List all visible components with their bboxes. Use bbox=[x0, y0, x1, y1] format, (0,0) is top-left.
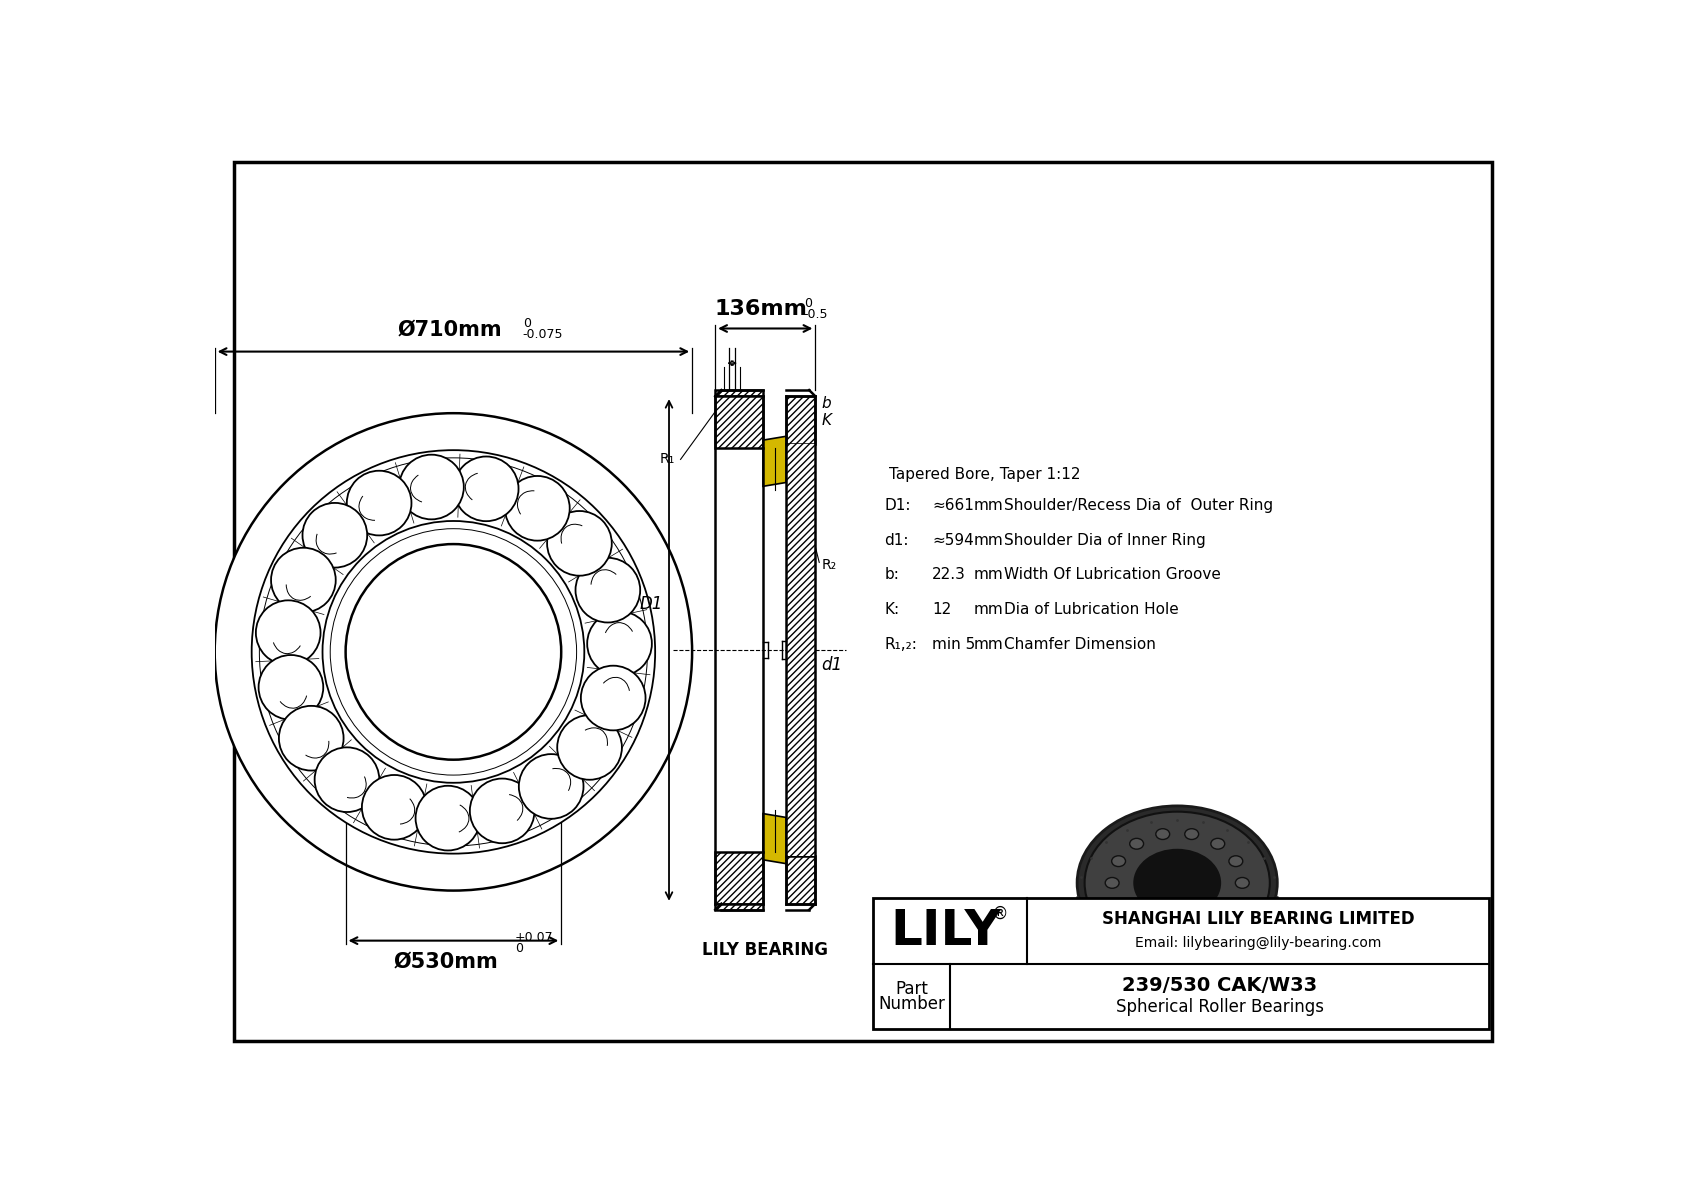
Bar bbox=[786, 856, 815, 904]
Text: 12: 12 bbox=[933, 601, 951, 617]
Text: Dia of Lubrication Hole: Dia of Lubrication Hole bbox=[1004, 601, 1179, 617]
Ellipse shape bbox=[1105, 878, 1120, 888]
Text: 239/530 CAK/W33: 239/530 CAK/W33 bbox=[1122, 977, 1317, 996]
Circle shape bbox=[315, 747, 379, 812]
Text: D1:: D1: bbox=[884, 498, 911, 513]
Text: R₁: R₁ bbox=[660, 453, 675, 467]
Ellipse shape bbox=[1111, 899, 1125, 910]
Text: d1:: d1: bbox=[884, 532, 909, 548]
Text: Tapered Bore, Taper 1:12: Tapered Bore, Taper 1:12 bbox=[889, 467, 1081, 482]
Bar bbox=[786, 397, 815, 444]
Circle shape bbox=[547, 511, 611, 575]
Text: d1: d1 bbox=[822, 656, 842, 674]
Ellipse shape bbox=[1155, 829, 1170, 840]
Text: LILY: LILY bbox=[891, 908, 1002, 955]
Text: ≈594: ≈594 bbox=[933, 532, 973, 548]
Text: -0.075: -0.075 bbox=[522, 328, 562, 341]
Text: Number: Number bbox=[877, 996, 945, 1014]
Circle shape bbox=[576, 557, 640, 623]
Text: mm: mm bbox=[973, 601, 1004, 617]
Ellipse shape bbox=[1084, 811, 1270, 954]
Text: Part: Part bbox=[896, 980, 928, 998]
Ellipse shape bbox=[1135, 850, 1219, 916]
Text: R₂: R₂ bbox=[822, 559, 837, 572]
Polygon shape bbox=[763, 436, 786, 486]
Circle shape bbox=[280, 706, 344, 771]
Circle shape bbox=[519, 754, 584, 818]
Ellipse shape bbox=[1111, 856, 1125, 867]
Circle shape bbox=[256, 600, 320, 665]
Circle shape bbox=[581, 666, 645, 730]
Text: Width Of Lubrication Groove: Width Of Lubrication Groove bbox=[1004, 567, 1221, 582]
Text: ®: ® bbox=[992, 905, 1009, 923]
Circle shape bbox=[470, 779, 534, 843]
Ellipse shape bbox=[1155, 927, 1170, 937]
Ellipse shape bbox=[1211, 838, 1224, 849]
Text: b: b bbox=[822, 397, 832, 411]
Bar bbox=[716, 397, 763, 448]
Bar bbox=[716, 904, 763, 910]
Circle shape bbox=[347, 470, 411, 536]
Circle shape bbox=[216, 413, 692, 891]
Text: min 5: min 5 bbox=[933, 637, 975, 651]
Text: R₁,₂:: R₁,₂: bbox=[884, 637, 918, 651]
Circle shape bbox=[345, 544, 561, 760]
Ellipse shape bbox=[1229, 856, 1243, 867]
Text: 0: 0 bbox=[515, 942, 524, 954]
Text: Ø710mm: Ø710mm bbox=[397, 319, 502, 339]
Circle shape bbox=[259, 655, 323, 719]
Text: Chamfer Dimension: Chamfer Dimension bbox=[1004, 637, 1155, 651]
Text: -0.5: -0.5 bbox=[803, 307, 829, 320]
Text: 22.3: 22.3 bbox=[933, 567, 967, 582]
Text: LILY BEARING: LILY BEARING bbox=[702, 941, 829, 959]
Bar bbox=[716, 391, 763, 397]
Ellipse shape bbox=[1186, 927, 1199, 937]
Ellipse shape bbox=[1186, 829, 1199, 840]
Ellipse shape bbox=[1078, 806, 1276, 960]
Bar bbox=[716, 852, 763, 904]
Text: Ø530mm: Ø530mm bbox=[394, 952, 498, 972]
Text: Shoulder/Recess Dia of  Outer Ring: Shoulder/Recess Dia of Outer Ring bbox=[1004, 498, 1273, 513]
Ellipse shape bbox=[1211, 917, 1224, 928]
Text: 0: 0 bbox=[803, 297, 812, 310]
Circle shape bbox=[362, 775, 426, 840]
Text: 0: 0 bbox=[522, 317, 530, 330]
Ellipse shape bbox=[1130, 917, 1143, 928]
Text: Email: lilybearing@lily-bearing.com: Email: lilybearing@lily-bearing.com bbox=[1135, 936, 1381, 950]
Circle shape bbox=[455, 456, 519, 522]
Circle shape bbox=[303, 503, 367, 568]
Circle shape bbox=[251, 450, 655, 854]
Circle shape bbox=[557, 715, 621, 780]
Text: b:: b: bbox=[884, 567, 899, 582]
Ellipse shape bbox=[1130, 838, 1143, 849]
Text: SHANGHAI LILY BEARING LIMITED: SHANGHAI LILY BEARING LIMITED bbox=[1101, 910, 1415, 928]
Text: +0.07: +0.07 bbox=[515, 930, 554, 943]
Text: K:: K: bbox=[884, 601, 899, 617]
Text: mm: mm bbox=[973, 567, 1004, 582]
Circle shape bbox=[505, 476, 569, 541]
Text: mm: mm bbox=[973, 532, 1004, 548]
Circle shape bbox=[588, 611, 652, 676]
Circle shape bbox=[416, 786, 480, 850]
Bar bbox=[786, 444, 815, 856]
Circle shape bbox=[399, 455, 463, 519]
Text: D1: D1 bbox=[640, 594, 663, 612]
Text: K: K bbox=[822, 413, 832, 429]
Text: Spherical Roller Bearings: Spherical Roller Bearings bbox=[1115, 998, 1324, 1016]
Circle shape bbox=[271, 548, 335, 612]
Text: Shoulder Dia of Inner Ring: Shoulder Dia of Inner Ring bbox=[1004, 532, 1206, 548]
Ellipse shape bbox=[1229, 899, 1243, 910]
Text: mm: mm bbox=[973, 498, 1004, 513]
Circle shape bbox=[259, 457, 647, 846]
Bar bbox=[872, 898, 1489, 1029]
Circle shape bbox=[323, 520, 584, 782]
Text: ≈661: ≈661 bbox=[933, 498, 975, 513]
Text: mm: mm bbox=[973, 637, 1004, 651]
Text: 136mm: 136mm bbox=[716, 299, 808, 319]
Circle shape bbox=[330, 529, 576, 775]
Ellipse shape bbox=[1236, 878, 1250, 888]
Polygon shape bbox=[763, 813, 786, 863]
